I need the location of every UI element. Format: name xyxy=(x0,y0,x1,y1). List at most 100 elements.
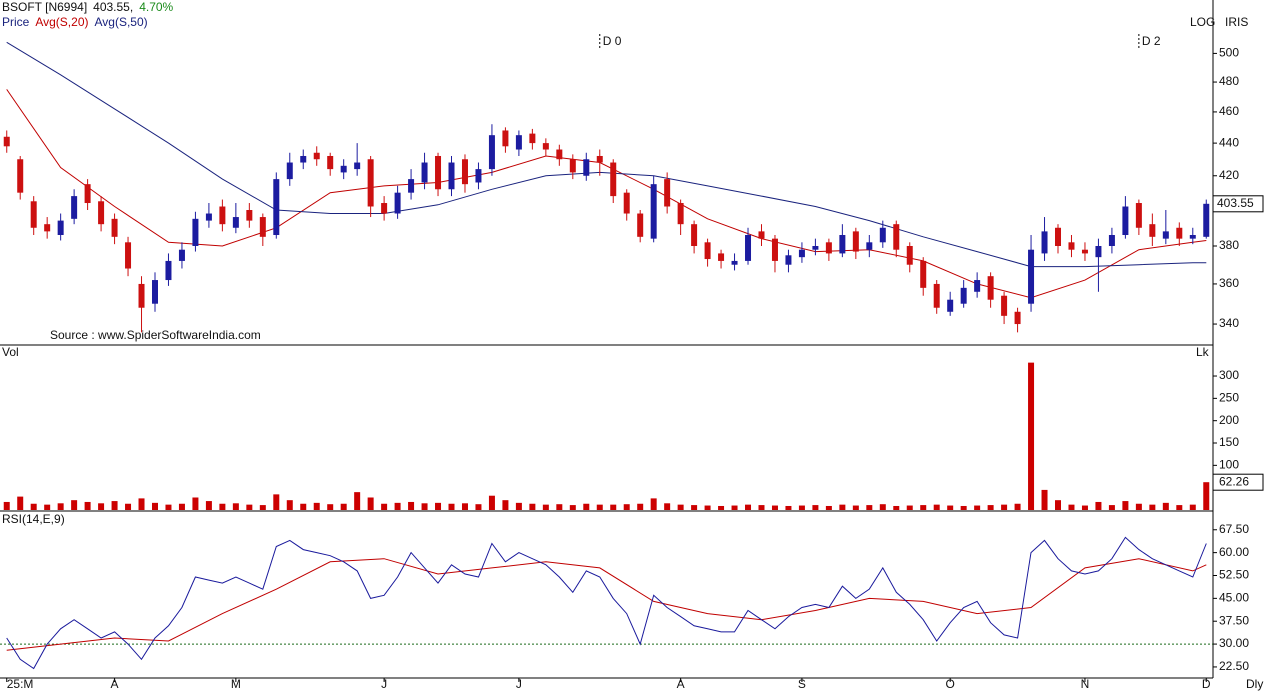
volume-bar xyxy=(569,505,576,510)
candle-body xyxy=(354,162,361,170)
volume-bar xyxy=(947,505,954,510)
candle-body xyxy=(1149,224,1156,237)
candle-body xyxy=(596,155,603,163)
candle-body xyxy=(947,299,954,312)
candle-body xyxy=(138,283,145,308)
volume-bar xyxy=(138,498,145,510)
candle-body xyxy=(30,201,37,228)
candle-body xyxy=(1055,227,1062,246)
candle-body xyxy=(879,227,886,243)
volume-bar xyxy=(637,503,644,510)
candle-body xyxy=(165,260,172,281)
volume-bar xyxy=(448,503,455,510)
candle-body xyxy=(1203,203,1210,237)
volume-bar xyxy=(313,502,320,510)
volume-bar xyxy=(1001,504,1008,510)
candle-body xyxy=(461,159,468,185)
candle-body xyxy=(542,143,549,150)
volume-bar xyxy=(960,505,967,510)
candle-body xyxy=(1135,203,1142,228)
candle-body xyxy=(1095,245,1102,258)
volume-bar xyxy=(785,505,792,510)
candle-body xyxy=(57,220,64,236)
x-tick-label: S xyxy=(798,677,806,691)
candle-body xyxy=(1041,231,1048,254)
volume-bar xyxy=(623,504,630,510)
volume-bar xyxy=(1028,362,1035,510)
volume-bar xyxy=(731,505,738,510)
volume-bar xyxy=(852,505,859,510)
x-tick-label: O xyxy=(946,677,955,691)
candle-body xyxy=(502,130,509,147)
volume-bar xyxy=(515,502,522,510)
volume-bar xyxy=(812,505,819,510)
candle-body xyxy=(1068,242,1075,250)
legend-entry: Avg(S,50) xyxy=(94,15,147,29)
y-tick-label: 37.50 xyxy=(1219,613,1249,627)
x-tick-label: A xyxy=(677,677,685,691)
y-tick-label: 52.50 xyxy=(1219,568,1249,582)
volume-bar xyxy=(758,505,765,510)
x-tick-label: M xyxy=(231,677,241,691)
volume-bar xyxy=(246,504,253,510)
x-tick-label: N xyxy=(1081,677,1090,691)
y-tick-label: 45.00 xyxy=(1219,591,1249,605)
candle-body xyxy=(758,231,765,239)
y-tick-label: 30.00 xyxy=(1219,636,1249,650)
last-value-box xyxy=(1212,195,1264,213)
y-tick-label: 22.50 xyxy=(1219,659,1249,673)
y-tick-label: 380 xyxy=(1219,238,1239,252)
candle-body xyxy=(421,162,428,183)
x-tick-label: J xyxy=(381,677,387,691)
y-tick-label: 100 xyxy=(1219,458,1239,472)
candle-body xyxy=(569,159,576,173)
volume-bar xyxy=(556,504,563,510)
candle-body xyxy=(1162,231,1169,239)
y-tick-label: 460 xyxy=(1219,104,1239,118)
volume-bar xyxy=(421,503,428,510)
candle-body xyxy=(637,213,644,237)
candle-body xyxy=(408,179,415,193)
volume-bar xyxy=(435,502,442,510)
x-tick-label: 25:M xyxy=(7,677,34,691)
legend-entry: Avg(S,20) xyxy=(35,15,88,29)
rsi-signal xyxy=(6,558,1207,651)
volume-bar xyxy=(920,505,927,510)
volume-bar xyxy=(1081,505,1088,510)
candle-body xyxy=(259,217,266,237)
volume-bar xyxy=(259,505,266,510)
volume-bar xyxy=(125,503,132,510)
candle-body xyxy=(381,203,388,214)
volume-bar xyxy=(1055,500,1062,510)
volume-bar xyxy=(205,501,212,510)
volume-bar xyxy=(879,504,886,510)
change: 4.70% xyxy=(139,0,173,14)
volume-bar xyxy=(408,501,415,510)
candle-body xyxy=(367,159,374,207)
event-label: D 2 xyxy=(1142,34,1161,48)
candle-body xyxy=(71,196,78,219)
volume-bar xyxy=(1108,505,1115,510)
candle-body xyxy=(1001,295,1008,316)
header: BSOFT [N6994] 403.55, 4.70% xyxy=(2,0,174,14)
volume-bar xyxy=(300,503,307,510)
candle-body xyxy=(745,235,752,261)
volume-bar xyxy=(354,492,361,510)
candle-body xyxy=(1028,249,1035,304)
price-label: Price Avg(S,20) Avg(S,50) xyxy=(2,15,148,29)
volume-bar xyxy=(111,501,118,510)
candle-body xyxy=(812,245,819,250)
y-tick-label: 300 xyxy=(1219,368,1239,382)
volume-bar xyxy=(57,503,64,510)
rsi-line xyxy=(6,536,1207,670)
volume-bar xyxy=(542,504,549,510)
candle-body xyxy=(44,224,51,232)
volume-bar xyxy=(367,497,374,510)
y-tick-label: 440 xyxy=(1219,135,1239,149)
x-tick-label: A xyxy=(111,677,119,691)
candle-body xyxy=(286,162,293,180)
candle-body xyxy=(435,155,442,190)
volume-bar xyxy=(3,501,10,510)
volume-bar xyxy=(394,502,401,510)
